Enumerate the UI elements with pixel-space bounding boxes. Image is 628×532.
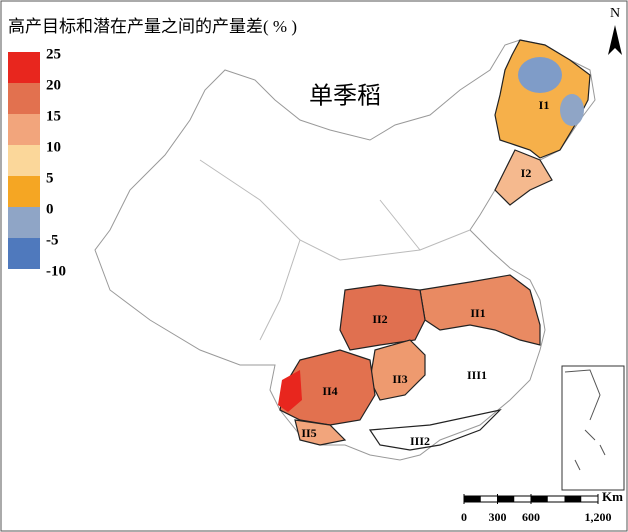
province-lines <box>199 159 471 341</box>
scale-segment <box>564 496 582 502</box>
legend: 25 20 15 10 5 0 -5 -10 <box>8 46 66 279</box>
region-label: I2 <box>521 166 532 180</box>
region-label: II3 <box>392 372 407 386</box>
inset-sea <box>564 369 606 471</box>
legend-band <box>8 145 40 176</box>
scale-segment <box>531 496 548 502</box>
blue-patch <box>560 94 584 126</box>
region-label: II1 <box>470 306 485 320</box>
scale-segment <box>497 496 515 502</box>
legend-label: 0 <box>46 201 54 217</box>
region-iii2 <box>368 408 502 451</box>
region-ii1 <box>419 274 541 346</box>
legend-band <box>8 207 40 238</box>
scale-unit: Km <box>602 489 623 504</box>
legend-label: 5 <box>46 170 54 186</box>
inset-box <box>561 365 625 491</box>
region-label: II2 <box>372 312 387 326</box>
region-label: I1 <box>539 98 550 112</box>
region-i1 <box>494 39 591 159</box>
region-ii5 <box>294 419 347 446</box>
scale-segment <box>464 496 481 502</box>
region-i2 <box>494 149 553 206</box>
legend-band <box>8 176 40 207</box>
region-ii2 <box>339 284 426 351</box>
north-arrow <box>608 25 622 55</box>
legend-band <box>8 52 40 83</box>
scale-label: 1,200 <box>585 510 612 524</box>
legend-label: -10 <box>46 263 66 279</box>
scale-label: 600 <box>522 510 540 524</box>
scale-bar: 0 300 600 1,200 Km <box>461 489 623 524</box>
scale-label: 300 <box>489 510 507 524</box>
title: 高产目标和潜在产量之间的产量差( % ) <box>8 17 297 36</box>
blue-patch <box>518 57 562 93</box>
region-label: III2 <box>410 434 430 448</box>
legend-band <box>8 238 40 269</box>
legend-label: -5 <box>46 232 59 248</box>
legend-label: 15 <box>46 108 61 124</box>
legend-label: 20 <box>46 77 61 93</box>
region-label: III1 <box>467 368 487 382</box>
crop-label: 单季稻 <box>309 83 381 110</box>
scale-label: 0 <box>461 510 467 524</box>
legend-label: 25 <box>46 46 61 62</box>
north-label: N <box>610 6 620 21</box>
region-label: II4 <box>322 384 337 398</box>
region-label: II5 <box>301 426 316 440</box>
legend-band <box>8 114 40 145</box>
legend-label: 10 <box>46 139 61 155</box>
red-patch <box>278 370 302 412</box>
legend-band <box>8 83 40 114</box>
